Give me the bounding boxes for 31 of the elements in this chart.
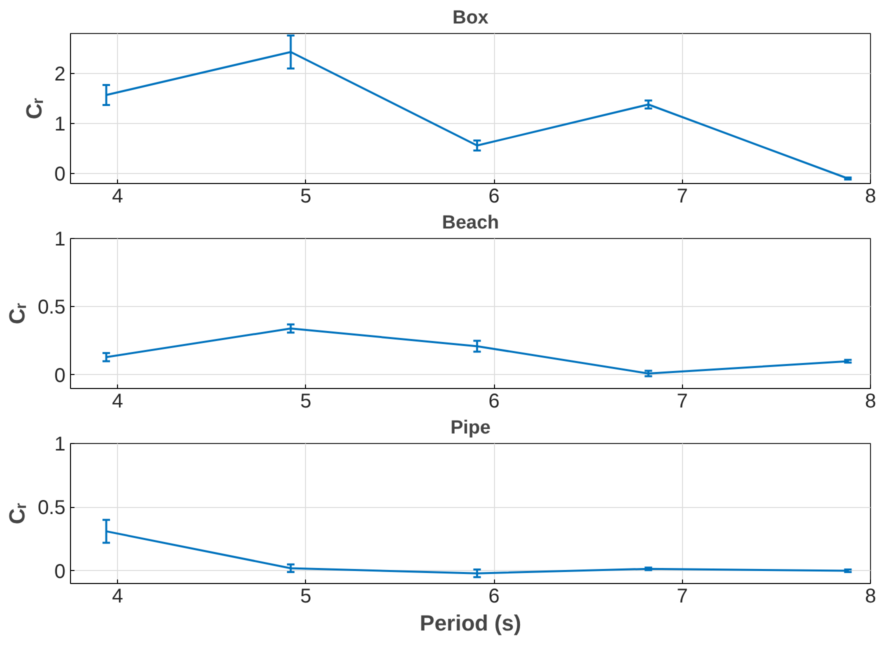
x-tick-label: 5 <box>300 586 312 608</box>
x-tick-label: 6 <box>488 186 500 208</box>
x-tick-label: 8 <box>864 586 876 608</box>
x-tick-label: 4 <box>112 186 124 208</box>
x-axis-title: Period (s) <box>420 610 522 636</box>
y-tick-label: 0.5 <box>38 296 66 319</box>
x-tick-label: 8 <box>864 186 876 208</box>
x-tick-label: 7 <box>676 390 688 412</box>
x-tick-label: 8 <box>864 390 876 412</box>
y-axis-title: Cᵣ <box>21 97 46 120</box>
x-tick-label: 4 <box>112 390 124 412</box>
y-tick-label: 1 <box>54 114 66 136</box>
x-tick-label: 7 <box>676 186 688 208</box>
chart-title: Pipe <box>450 418 491 438</box>
x-tick-label: 6 <box>488 390 500 412</box>
y-tick-label: 0.5 <box>38 497 66 520</box>
x-tick-label: 4 <box>112 586 124 608</box>
y-tick-label: 0 <box>54 364 66 387</box>
x-tick-label: 7 <box>676 586 688 608</box>
y-tick-label: 0 <box>54 560 66 583</box>
y-tick-label: 2 <box>54 64 66 86</box>
y-tick-label: 1 <box>54 228 66 250</box>
x-tick-label: 5 <box>300 186 312 208</box>
y-tick-label: 0 <box>54 164 66 186</box>
y-axis-title: Cᵣ <box>4 502 30 524</box>
x-tick-label: 6 <box>488 586 500 608</box>
x-tick-label: 5 <box>300 390 312 412</box>
chart-title: Box <box>452 8 489 28</box>
y-tick-label: 1 <box>54 434 66 456</box>
y-axis-title: Cᵣ <box>4 302 30 324</box>
chart-title: Beach <box>442 212 500 234</box>
